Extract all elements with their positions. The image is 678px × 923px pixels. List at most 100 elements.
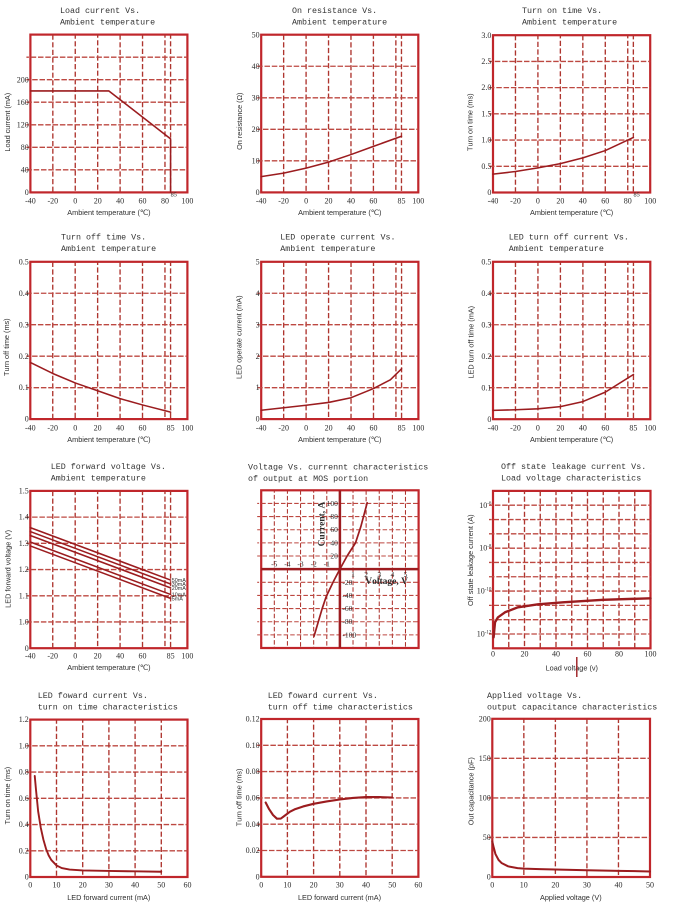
svg-text:1.0: 1.0 <box>19 741 29 750</box>
svg-text:-40: -40 <box>256 424 267 433</box>
svg-text:60: 60 <box>139 652 147 661</box>
svg-text:0: 0 <box>25 873 29 882</box>
svg-text:3.0: 3.0 <box>481 31 491 40</box>
svg-text:LED forward current (mA): LED forward current (mA) <box>298 893 381 902</box>
svg-text:On resistance (Ω): On resistance (Ω) <box>235 93 244 150</box>
svg-text:50: 50 <box>483 833 491 842</box>
svg-text:-40: -40 <box>25 652 36 661</box>
svg-text:LED turn off current Vs.: LED turn off current Vs. <box>509 233 629 243</box>
svg-text:Off state leakage current (A): Off state leakage current (A) <box>466 514 475 606</box>
svg-text:Ambient temperature: Ambient temperature <box>51 474 146 484</box>
svg-text:0.04: 0.04 <box>246 820 260 829</box>
svg-text:3: 3 <box>256 320 260 329</box>
svg-text:20: 20 <box>310 881 318 890</box>
svg-text:-100: -100 <box>342 630 356 639</box>
svg-text:0: 0 <box>487 873 491 882</box>
svg-text:1.2: 1.2 <box>19 565 29 574</box>
svg-text:40: 40 <box>116 652 124 661</box>
svg-text:20: 20 <box>556 424 564 433</box>
svg-text:85: 85 <box>629 424 637 433</box>
svg-text:30mA: 30mA <box>172 582 186 588</box>
svg-text:1: 1 <box>351 570 355 579</box>
svg-text:50: 50 <box>157 881 165 890</box>
svg-text:30: 30 <box>105 881 113 890</box>
svg-text:4: 4 <box>256 289 260 298</box>
svg-text:1.1: 1.1 <box>19 591 29 600</box>
svg-text:20: 20 <box>330 552 338 561</box>
svg-text:20: 20 <box>325 424 333 433</box>
svg-text:100: 100 <box>479 794 491 803</box>
svg-text:200: 200 <box>17 75 29 84</box>
svg-text:0: 0 <box>304 424 308 433</box>
svg-text:1.3: 1.3 <box>19 539 29 548</box>
svg-text:Off state leakage current Vs.: Off state leakage current Vs. <box>501 462 646 472</box>
svg-text:Applied voltage (V): Applied voltage (V) <box>540 893 602 902</box>
svg-text:85: 85 <box>171 192 177 199</box>
svg-text:20: 20 <box>551 881 559 890</box>
svg-text:20: 20 <box>556 197 564 206</box>
svg-text:40: 40 <box>615 881 623 890</box>
svg-text:4: 4 <box>391 570 395 579</box>
svg-text:-20: -20 <box>278 197 289 206</box>
svg-text:0.1: 0.1 <box>481 383 491 392</box>
svg-text:-40: -40 <box>25 197 36 206</box>
svg-text:0.4: 0.4 <box>481 289 491 298</box>
svg-text:0.2: 0.2 <box>481 352 491 361</box>
svg-text:0: 0 <box>28 881 32 890</box>
svg-text:60: 60 <box>369 197 377 206</box>
svg-text:85: 85 <box>167 424 175 433</box>
svg-text:1.2: 1.2 <box>19 715 29 724</box>
svg-text:80: 80 <box>161 197 169 206</box>
svg-text:0.5: 0.5 <box>481 257 491 266</box>
svg-text:40: 40 <box>116 197 124 206</box>
svg-text:LED forward current (mA): LED forward current (mA) <box>67 893 150 902</box>
svg-text:85: 85 <box>398 197 406 206</box>
svg-text:2: 2 <box>256 352 260 361</box>
svg-text:Turn off time (ms): Turn off time (ms) <box>2 318 11 376</box>
svg-text:Load voltage characteristics: Load voltage characteristics <box>501 474 641 484</box>
svg-text:LED operate current Vs.: LED operate current Vs. <box>280 233 395 243</box>
svg-text:Ambient temperature: Ambient temperature <box>509 244 604 254</box>
svg-text:200: 200 <box>479 714 491 723</box>
svg-text:0.02: 0.02 <box>246 846 260 855</box>
svg-text:-40: -40 <box>488 424 499 433</box>
svg-text:LED foward current Vs.: LED foward current Vs. <box>38 691 148 701</box>
svg-text:0.12: 0.12 <box>246 715 260 724</box>
svg-text:40: 40 <box>552 650 560 659</box>
svg-text:Ambient temperature: Ambient temperature <box>280 244 375 254</box>
svg-text:Load current (mA): Load current (mA) <box>3 93 12 152</box>
svg-text:Turn on time (ms): Turn on time (ms) <box>3 767 12 825</box>
svg-text:0: 0 <box>259 881 263 890</box>
svg-text:-4: -4 <box>284 560 290 569</box>
svg-text:60: 60 <box>330 525 338 534</box>
svg-text:-2: -2 <box>311 560 317 569</box>
svg-text:10: 10 <box>520 881 528 890</box>
svg-text:80: 80 <box>330 512 338 521</box>
svg-text:1: 1 <box>256 383 260 392</box>
svg-text:Ambient temperature (℃): Ambient temperature (℃) <box>67 663 150 672</box>
svg-text:-20: -20 <box>47 652 58 661</box>
svg-text:of output at MOS portion: of output at MOS portion <box>248 474 368 484</box>
svg-text:Turn off time (ms): Turn off time (ms) <box>234 769 243 827</box>
svg-text:0.06: 0.06 <box>246 794 260 803</box>
svg-text:0: 0 <box>536 197 540 206</box>
svg-text:80: 80 <box>21 143 29 152</box>
svg-text:Turn on time Vs.: Turn on time Vs. <box>522 6 602 16</box>
svg-text:0: 0 <box>73 652 77 661</box>
svg-text:0: 0 <box>304 197 308 206</box>
svg-text:10-12: 10-12 <box>477 630 492 639</box>
svg-text:60: 60 <box>139 424 147 433</box>
svg-text:30: 30 <box>252 93 260 102</box>
svg-text:80: 80 <box>615 650 623 659</box>
svg-text:Ambient temperature (℃): Ambient temperature (℃) <box>530 208 613 217</box>
svg-text:40: 40 <box>131 881 139 890</box>
svg-text:60: 60 <box>139 197 147 206</box>
svg-text:40: 40 <box>330 538 338 547</box>
svg-text:20: 20 <box>325 197 333 206</box>
svg-text:0.4: 0.4 <box>19 820 29 829</box>
svg-text:Ambient temperature (℃): Ambient temperature (℃) <box>67 208 150 217</box>
svg-text:-20: -20 <box>510 197 521 206</box>
svg-text:-20: -20 <box>47 197 58 206</box>
svg-text:5mA: 5mA <box>172 597 183 603</box>
svg-text:0.5: 0.5 <box>481 162 491 171</box>
